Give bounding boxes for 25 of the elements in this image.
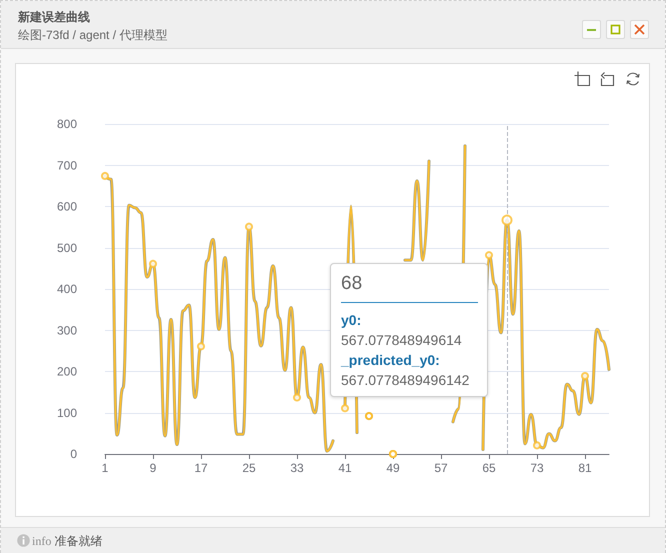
x-tick-label: 33 xyxy=(290,461,304,475)
y-tick-label: 500 xyxy=(56,240,78,255)
text: 准备就绪 xyxy=(54,534,102,548)
x-tick-label: 65 xyxy=(482,461,496,475)
chart-subtitle: 绘图-73fd / agent / 代理模型 xyxy=(18,27,168,44)
x-tick-label: 73 xyxy=(530,461,544,475)
chart-title: 新建误差曲线 xyxy=(18,9,90,26)
y-tick-label: 0 xyxy=(70,447,78,461)
y-tick-label: 100 xyxy=(56,406,78,420)
y-tick-label: 700 xyxy=(56,158,78,172)
annotation: 68 y0: 567.077848949614 _predicted_y0: 567.0778489496142 xyxy=(341,272,470,390)
y-tick-label: 400 xyxy=(56,282,78,296)
x-tick-label: 81 xyxy=(578,461,592,475)
y-tick-label: 600 xyxy=(56,200,78,214)
x-tick-label: 1 xyxy=(102,461,109,475)
y-tick-label: 200 xyxy=(56,364,78,378)
y-tick-label: 300 xyxy=(56,323,78,338)
x-tick-label: 17 xyxy=(194,461,208,475)
x-tick-label: 41 xyxy=(338,461,352,475)
x-tick-label: 9 xyxy=(150,461,157,475)
x-tick-label: 25 xyxy=(242,461,256,475)
x-tick-label: 49 xyxy=(386,461,400,475)
text: info xyxy=(32,534,52,548)
y-tick-label: 800 xyxy=(56,117,78,131)
x-tick-label: 57 xyxy=(434,461,448,475)
